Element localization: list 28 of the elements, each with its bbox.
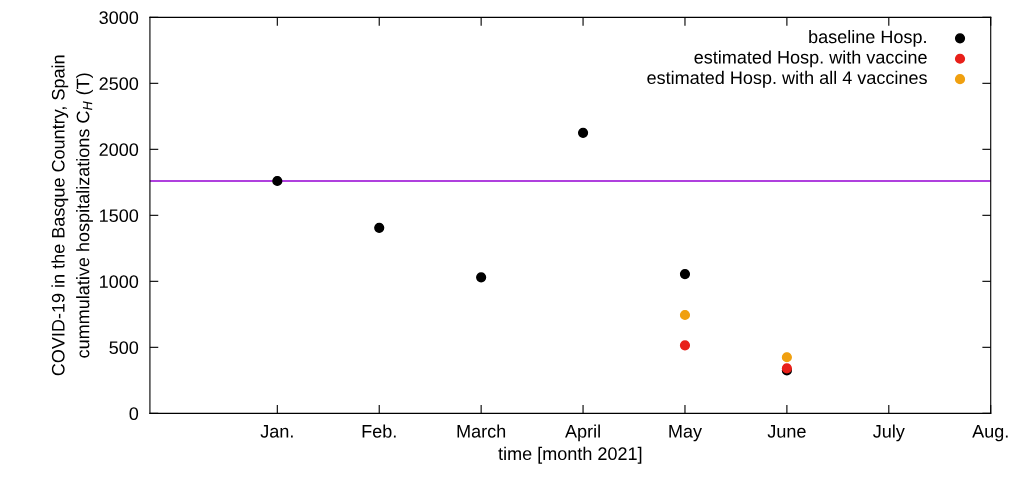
x-axis-title: time [month 2021]	[498, 446, 642, 464]
y-tick-label: 3000	[99, 11, 139, 25]
x-tick-label: Feb.	[362, 424, 396, 438]
x-tick-label: July	[873, 424, 905, 442]
x-tick-label: May	[669, 425, 702, 442]
point	[679, 268, 691, 280]
y-tick-label: 2500	[99, 77, 139, 91]
y-tick-label: 2000	[99, 143, 139, 157]
legend-label: estimated Hosp. with all 4 vaccines	[647, 70, 927, 88]
y-tick-label: 1500	[100, 209, 139, 223]
point	[679, 340, 691, 351]
x-tick-label: June	[767, 425, 806, 438]
legend-label: baseline Hosp.	[809, 29, 926, 47]
y-tick-label: 500	[109, 341, 139, 355]
point	[272, 175, 283, 187]
x-tick-label: March	[457, 424, 506, 438]
point	[476, 272, 487, 283]
y-axis-title: COVID-19 in the Basque Country, Spain cummulative hospitalizations C$_{H}$ (T)	[51, 55, 93, 376]
x-tick-label: Jan.	[260, 425, 293, 438]
y-tick-label: 1000	[100, 275, 139, 289]
point	[374, 222, 385, 233]
point	[781, 352, 792, 363]
x-tick-label: Aug.	[972, 425, 1008, 442]
legend-label: estimated Hosp. with vaccine	[694, 50, 927, 68]
y-tick-label: 0	[129, 407, 139, 421]
point	[679, 309, 691, 321]
x-tick-label: April	[565, 424, 600, 442]
point	[577, 127, 589, 138]
